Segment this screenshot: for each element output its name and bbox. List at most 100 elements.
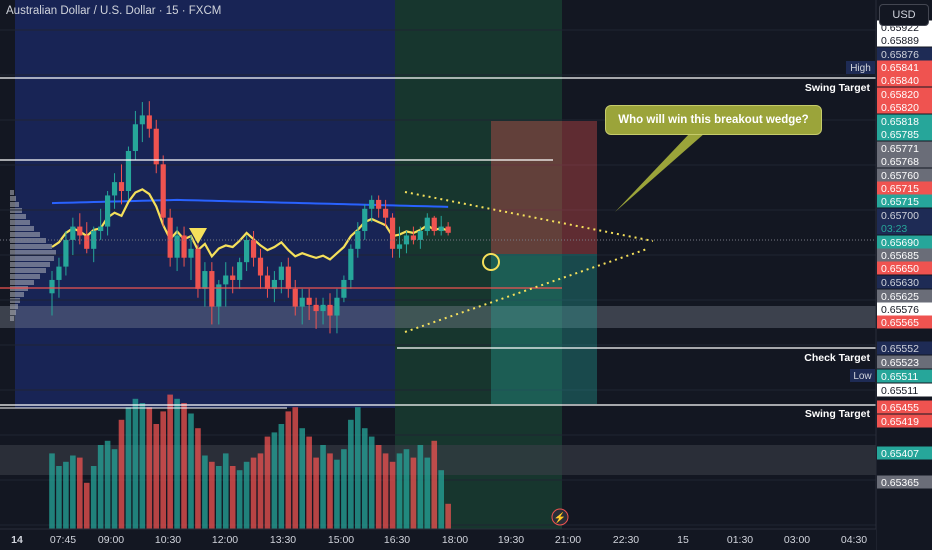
candle-body	[369, 199, 375, 209]
session-zone-ny	[395, 0, 562, 529]
price-tag-text: 0.65625	[881, 291, 919, 303]
support-zone	[0, 306, 876, 328]
price-labels: 0.659220.658890.658760.658410.658400.658…	[877, 20, 932, 489]
price-tag	[877, 87, 932, 101]
wedge-upper-line	[404, 191, 654, 242]
price-tag	[877, 383, 932, 397]
volume-bar	[257, 453, 264, 529]
candle-body	[327, 304, 333, 316]
candle-body	[320, 304, 326, 312]
volume-profile-bar	[10, 256, 54, 261]
volume-bars	[49, 394, 451, 529]
candle-body	[223, 275, 229, 285]
volume-bar	[348, 419, 354, 529]
candle-body	[153, 128, 159, 165]
volume-profile-bar	[10, 310, 16, 315]
price-tag-text: 0.65565	[881, 317, 919, 329]
volume-bar	[271, 432, 278, 529]
time-tick-label: 09:00	[98, 534, 124, 546]
volume-profile-bar	[10, 262, 50, 267]
volume-profile-bar	[10, 280, 34, 285]
swing-target-label-upper: Swing Target	[805, 82, 871, 94]
candle-body	[389, 217, 396, 249]
volume-bar	[417, 445, 424, 529]
volume-bar	[70, 455, 76, 529]
volume-bar	[445, 503, 451, 529]
volume-bar	[216, 466, 222, 529]
candle-body	[244, 239, 250, 263]
volume-profile-bar	[10, 196, 16, 201]
time-tick-label: 19:30	[498, 534, 524, 546]
volume-bar	[236, 470, 243, 529]
time-axis	[0, 529, 876, 550]
time-tick-label: 04:30	[841, 534, 867, 546]
price-tag-text: 0.65455	[881, 402, 919, 414]
time-tick-label: 01:30	[727, 534, 753, 546]
time-tick-label: 16:30	[384, 534, 410, 546]
candle-body	[271, 279, 277, 289]
candle-body	[84, 235, 90, 249]
price-tag-text: 0.65785	[881, 129, 919, 141]
volume-bar	[341, 449, 347, 529]
price-tag	[877, 446, 932, 460]
volume-bar	[195, 428, 201, 529]
volume-profile-bar	[10, 274, 40, 279]
low-label: Low	[853, 371, 872, 382]
volume-bar	[111, 449, 118, 529]
price-tag-text: 0.65841	[881, 62, 919, 74]
volume-bar	[403, 449, 410, 529]
volume-bar	[396, 453, 403, 529]
volume-bar	[313, 457, 319, 529]
price-tag	[877, 47, 932, 61]
candle-body	[341, 279, 347, 298]
candle-body	[285, 266, 291, 289]
volume-bar	[278, 424, 285, 529]
volume-bar	[306, 436, 312, 529]
candle-body	[313, 304, 319, 312]
volume-bar	[146, 407, 153, 529]
candle-body	[237, 262, 243, 280]
volume-bar	[181, 403, 187, 529]
currency-button[interactable]: USD	[879, 4, 929, 26]
volume-bar	[320, 445, 326, 529]
price-tag	[877, 60, 932, 74]
price-tag-text: 0.65407	[881, 448, 919, 460]
candle-body	[70, 226, 76, 240]
price-tag	[877, 275, 932, 289]
price-tag	[877, 114, 932, 128]
price-tag	[877, 261, 932, 275]
candle-body	[376, 199, 382, 209]
wedge-lower-line	[404, 248, 648, 333]
moving-average-fast	[51, 188, 449, 261]
candle-body	[410, 235, 416, 240]
volume-profile-bar	[10, 238, 46, 243]
price-tag-text: 0.65889	[881, 35, 919, 47]
volume-bar	[382, 453, 389, 529]
price-tag-text: 0.65365	[881, 477, 919, 489]
candle-body	[306, 297, 312, 305]
candle-body	[216, 284, 222, 307]
high-label: High	[850, 63, 871, 74]
volume-profile-bar	[10, 190, 14, 195]
check-target-label: Check Target	[804, 352, 870, 364]
candle-body	[167, 217, 173, 258]
volume-profile-bar	[10, 292, 24, 297]
candle-body	[348, 248, 354, 280]
time-tick-label: 22:30	[613, 534, 639, 546]
candle-body	[174, 235, 180, 258]
candle-body	[125, 150, 132, 191]
price-tag	[877, 100, 932, 114]
signal-marker	[189, 228, 207, 244]
volume-profile-bar	[10, 214, 26, 219]
price-tag-text: 0.65523	[881, 357, 919, 369]
volume-bar	[389, 461, 396, 529]
price-tag-text: 0.65685	[881, 250, 919, 262]
candle-body	[77, 226, 83, 236]
candle-body	[264, 275, 271, 289]
volume-profile-bar	[10, 226, 34, 231]
candle-body	[438, 226, 444, 232]
volume-bar	[97, 445, 104, 529]
volume-bar	[292, 407, 299, 529]
